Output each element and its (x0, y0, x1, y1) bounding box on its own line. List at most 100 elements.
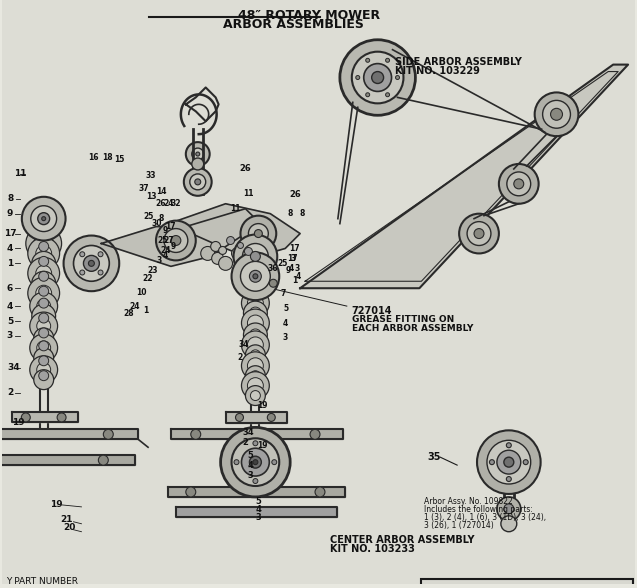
Text: 4: 4 (7, 244, 13, 253)
Circle shape (352, 52, 403, 103)
Polygon shape (176, 507, 337, 517)
Circle shape (489, 460, 494, 465)
Circle shape (366, 93, 369, 96)
Text: GREASE FITTING ON: GREASE FITTING ON (352, 315, 454, 324)
Circle shape (248, 223, 268, 243)
Circle shape (156, 220, 196, 260)
Circle shape (28, 258, 60, 289)
Circle shape (396, 75, 399, 79)
Circle shape (241, 253, 250, 263)
Circle shape (218, 246, 227, 255)
Text: 16: 16 (88, 152, 99, 162)
Text: 3: 3 (283, 333, 288, 342)
Circle shape (39, 242, 48, 252)
Circle shape (98, 252, 103, 257)
Text: 17: 17 (289, 244, 299, 253)
Circle shape (39, 341, 48, 351)
Text: CENTER ARBOR ASSEMBLY: CENTER ARBOR ASSEMBLY (330, 534, 475, 544)
Circle shape (30, 312, 57, 340)
Circle shape (192, 158, 204, 170)
Text: 4: 4 (162, 251, 168, 260)
Circle shape (253, 441, 258, 446)
Circle shape (506, 476, 512, 482)
Circle shape (487, 440, 531, 484)
Circle shape (245, 345, 266, 365)
Circle shape (184, 168, 211, 196)
Text: 3: 3 (255, 513, 261, 522)
Circle shape (231, 248, 243, 259)
Text: 17: 17 (287, 254, 297, 263)
Circle shape (550, 108, 562, 121)
Text: 8: 8 (158, 214, 164, 223)
Polygon shape (171, 429, 343, 439)
Circle shape (30, 292, 57, 320)
Circle shape (250, 329, 261, 341)
Text: 15: 15 (114, 155, 124, 163)
Circle shape (36, 265, 52, 281)
Text: 3: 3 (290, 254, 296, 263)
Text: 3: 3 (156, 256, 162, 265)
Text: 35: 35 (427, 452, 441, 462)
Circle shape (218, 256, 233, 270)
Text: 26: 26 (240, 165, 252, 173)
Circle shape (250, 350, 261, 360)
Circle shape (253, 479, 258, 483)
Text: 4: 4 (289, 264, 294, 273)
Circle shape (238, 242, 243, 249)
Circle shape (196, 152, 200, 156)
Circle shape (34, 233, 54, 253)
Text: 48″ ROTARY MOWER: 48″ ROTARY MOWER (238, 9, 380, 22)
Circle shape (247, 358, 263, 374)
Text: 8: 8 (299, 209, 304, 218)
Circle shape (241, 448, 269, 476)
Text: 25: 25 (144, 212, 154, 221)
Text: Y PART NUMBER: Y PART NUMBER (6, 577, 78, 586)
Circle shape (34, 328, 54, 348)
Circle shape (234, 235, 277, 278)
Circle shape (247, 337, 263, 353)
Text: 32: 32 (171, 199, 181, 208)
Circle shape (89, 260, 94, 266)
Text: 23: 23 (148, 266, 158, 275)
Circle shape (467, 222, 491, 245)
Circle shape (310, 429, 320, 439)
Circle shape (364, 64, 392, 92)
Text: 36: 36 (267, 264, 278, 273)
Text: 26: 26 (155, 199, 166, 208)
Circle shape (39, 298, 48, 308)
Circle shape (245, 386, 266, 406)
Text: 37: 37 (139, 184, 150, 193)
Text: 4: 4 (296, 272, 301, 281)
Circle shape (103, 429, 113, 439)
Text: 24: 24 (161, 246, 171, 255)
Circle shape (73, 245, 110, 281)
Text: 2: 2 (243, 438, 248, 447)
Circle shape (39, 370, 48, 380)
Text: 22: 22 (143, 274, 154, 283)
Text: 33: 33 (146, 172, 156, 181)
Text: 10: 10 (136, 288, 147, 297)
Text: 1: 1 (7, 259, 13, 268)
Text: 7: 7 (280, 289, 286, 298)
Text: 21: 21 (61, 515, 73, 524)
Text: 5: 5 (255, 497, 261, 506)
Text: SIDE ARBOR ASSEMBLY: SIDE ARBOR ASSEMBLY (394, 56, 522, 66)
Circle shape (191, 429, 201, 439)
Circle shape (497, 450, 521, 474)
Text: 26: 26 (289, 191, 301, 199)
Circle shape (171, 236, 181, 245)
Circle shape (80, 252, 85, 257)
Text: 17: 17 (166, 222, 176, 231)
Bar (421, 579, 633, 588)
Circle shape (497, 497, 521, 521)
Text: 34: 34 (243, 428, 254, 437)
Circle shape (250, 252, 261, 262)
Text: 9: 9 (170, 242, 176, 251)
Text: 5: 5 (283, 303, 289, 313)
Circle shape (250, 390, 261, 400)
Text: 8: 8 (8, 194, 14, 203)
Text: 8: 8 (287, 209, 293, 218)
Circle shape (80, 270, 85, 275)
Text: 19: 19 (50, 500, 63, 509)
Text: 1: 1 (143, 306, 148, 315)
